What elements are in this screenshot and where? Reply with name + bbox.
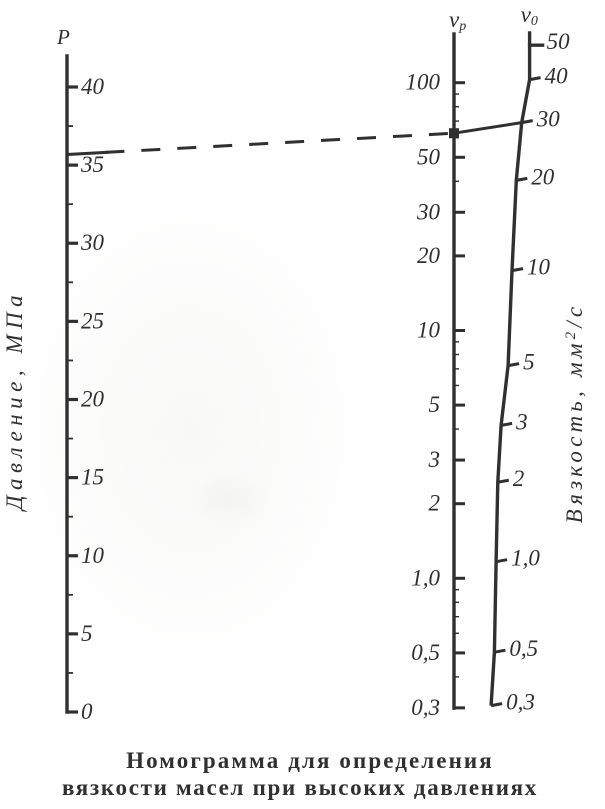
svg-text:вязкости масел при высоких дав: вязкости масел при высоких давлениях — [62, 775, 538, 800]
svg-text:1,0: 1,0 — [411, 565, 440, 590]
svg-text:5: 5 — [81, 621, 93, 646]
svg-text:50: 50 — [417, 144, 441, 169]
svg-text:20: 20 — [531, 164, 555, 189]
svg-text:40: 40 — [545, 64, 569, 89]
svg-text:30: 30 — [416, 199, 441, 224]
svg-text:0: 0 — [81, 699, 93, 724]
svg-text:10: 10 — [527, 255, 551, 280]
svg-text:2: 2 — [513, 466, 525, 491]
svg-text:0,3: 0,3 — [411, 695, 440, 720]
svg-text:Вязкость, мм2/с: Вязкость, мм2/с — [562, 303, 587, 524]
svg-text:50: 50 — [547, 29, 571, 54]
svg-text:25: 25 — [81, 308, 104, 333]
svg-text:1,0: 1,0 — [511, 546, 540, 571]
svg-text:νp: νp — [449, 7, 466, 34]
svg-text:15: 15 — [81, 465, 104, 490]
svg-text:ν0: ν0 — [521, 2, 538, 29]
svg-text:20: 20 — [417, 243, 441, 268]
svg-text:2: 2 — [429, 491, 441, 516]
svg-text:P: P — [56, 25, 70, 49]
svg-text:3: 3 — [428, 447, 441, 472]
svg-text:20: 20 — [81, 387, 105, 412]
svg-text:30: 30 — [80, 230, 105, 255]
svg-text:0,5: 0,5 — [509, 636, 538, 661]
svg-text:100: 100 — [406, 70, 441, 95]
svg-text:5: 5 — [429, 392, 441, 417]
svg-text:40: 40 — [81, 74, 105, 99]
svg-text:3: 3 — [515, 409, 528, 434]
svg-text:Давление, МПа: Давление, МПа — [2, 290, 27, 512]
svg-text:30: 30 — [536, 107, 561, 132]
svg-text:10: 10 — [417, 318, 441, 343]
svg-text:5: 5 — [523, 350, 535, 375]
svg-text:35: 35 — [80, 152, 104, 177]
svg-text:10: 10 — [81, 543, 105, 568]
svg-text:0,5: 0,5 — [411, 640, 440, 665]
svg-text:Номограмма для определения: Номограмма для определения — [126, 748, 494, 773]
svg-text:0,3: 0,3 — [506, 690, 535, 715]
